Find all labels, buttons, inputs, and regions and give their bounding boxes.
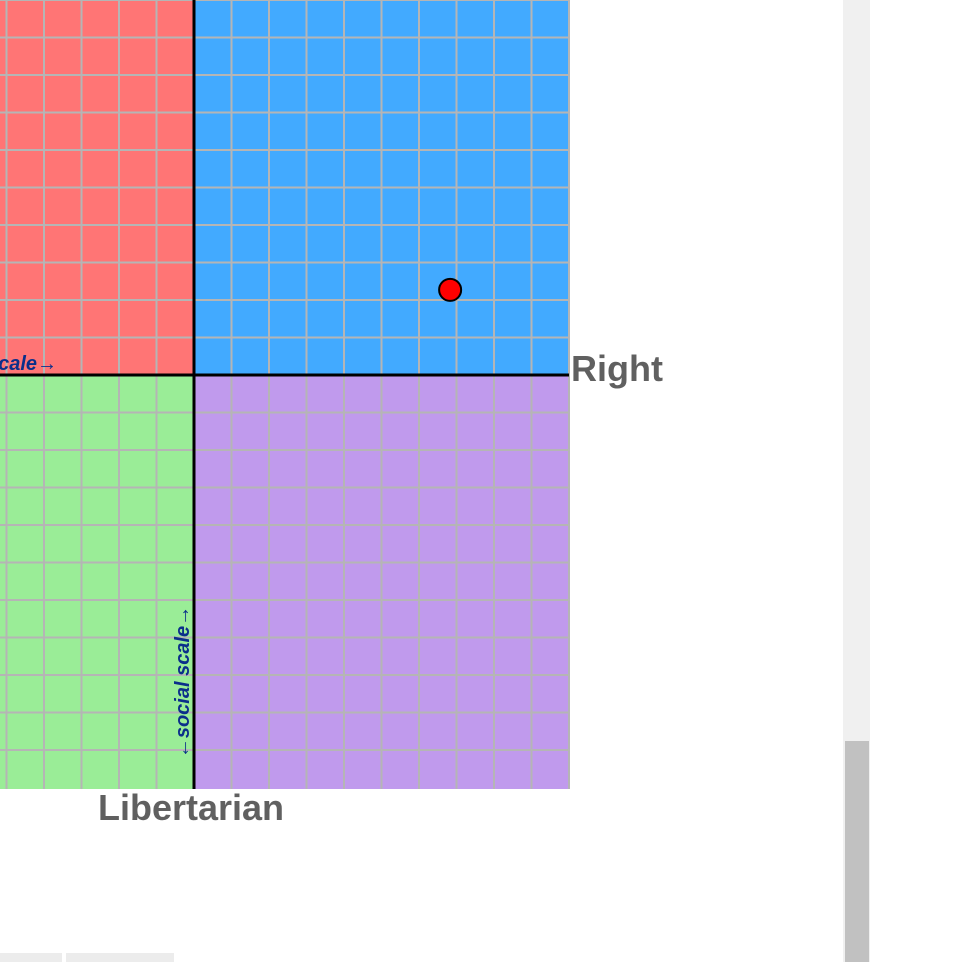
quadrant-layer bbox=[0, 0, 569, 789]
axis-label-libertarian: Libertarian bbox=[98, 787, 284, 828]
social-scale-label: ←social scale→ bbox=[172, 606, 194, 758]
data-point bbox=[439, 279, 461, 301]
vertical-scrollbar-thumb[interactable] bbox=[845, 741, 869, 962]
bottom-tab-left[interactable] bbox=[0, 953, 62, 962]
axis-label-right: Right bbox=[571, 348, 663, 389]
economic-scale-label: ←economic scale→ bbox=[0, 353, 57, 375]
bottom-tab-right[interactable] bbox=[66, 953, 174, 962]
quadrant-libertarian-left bbox=[0, 375, 194, 789]
point-layer bbox=[439, 279, 461, 301]
